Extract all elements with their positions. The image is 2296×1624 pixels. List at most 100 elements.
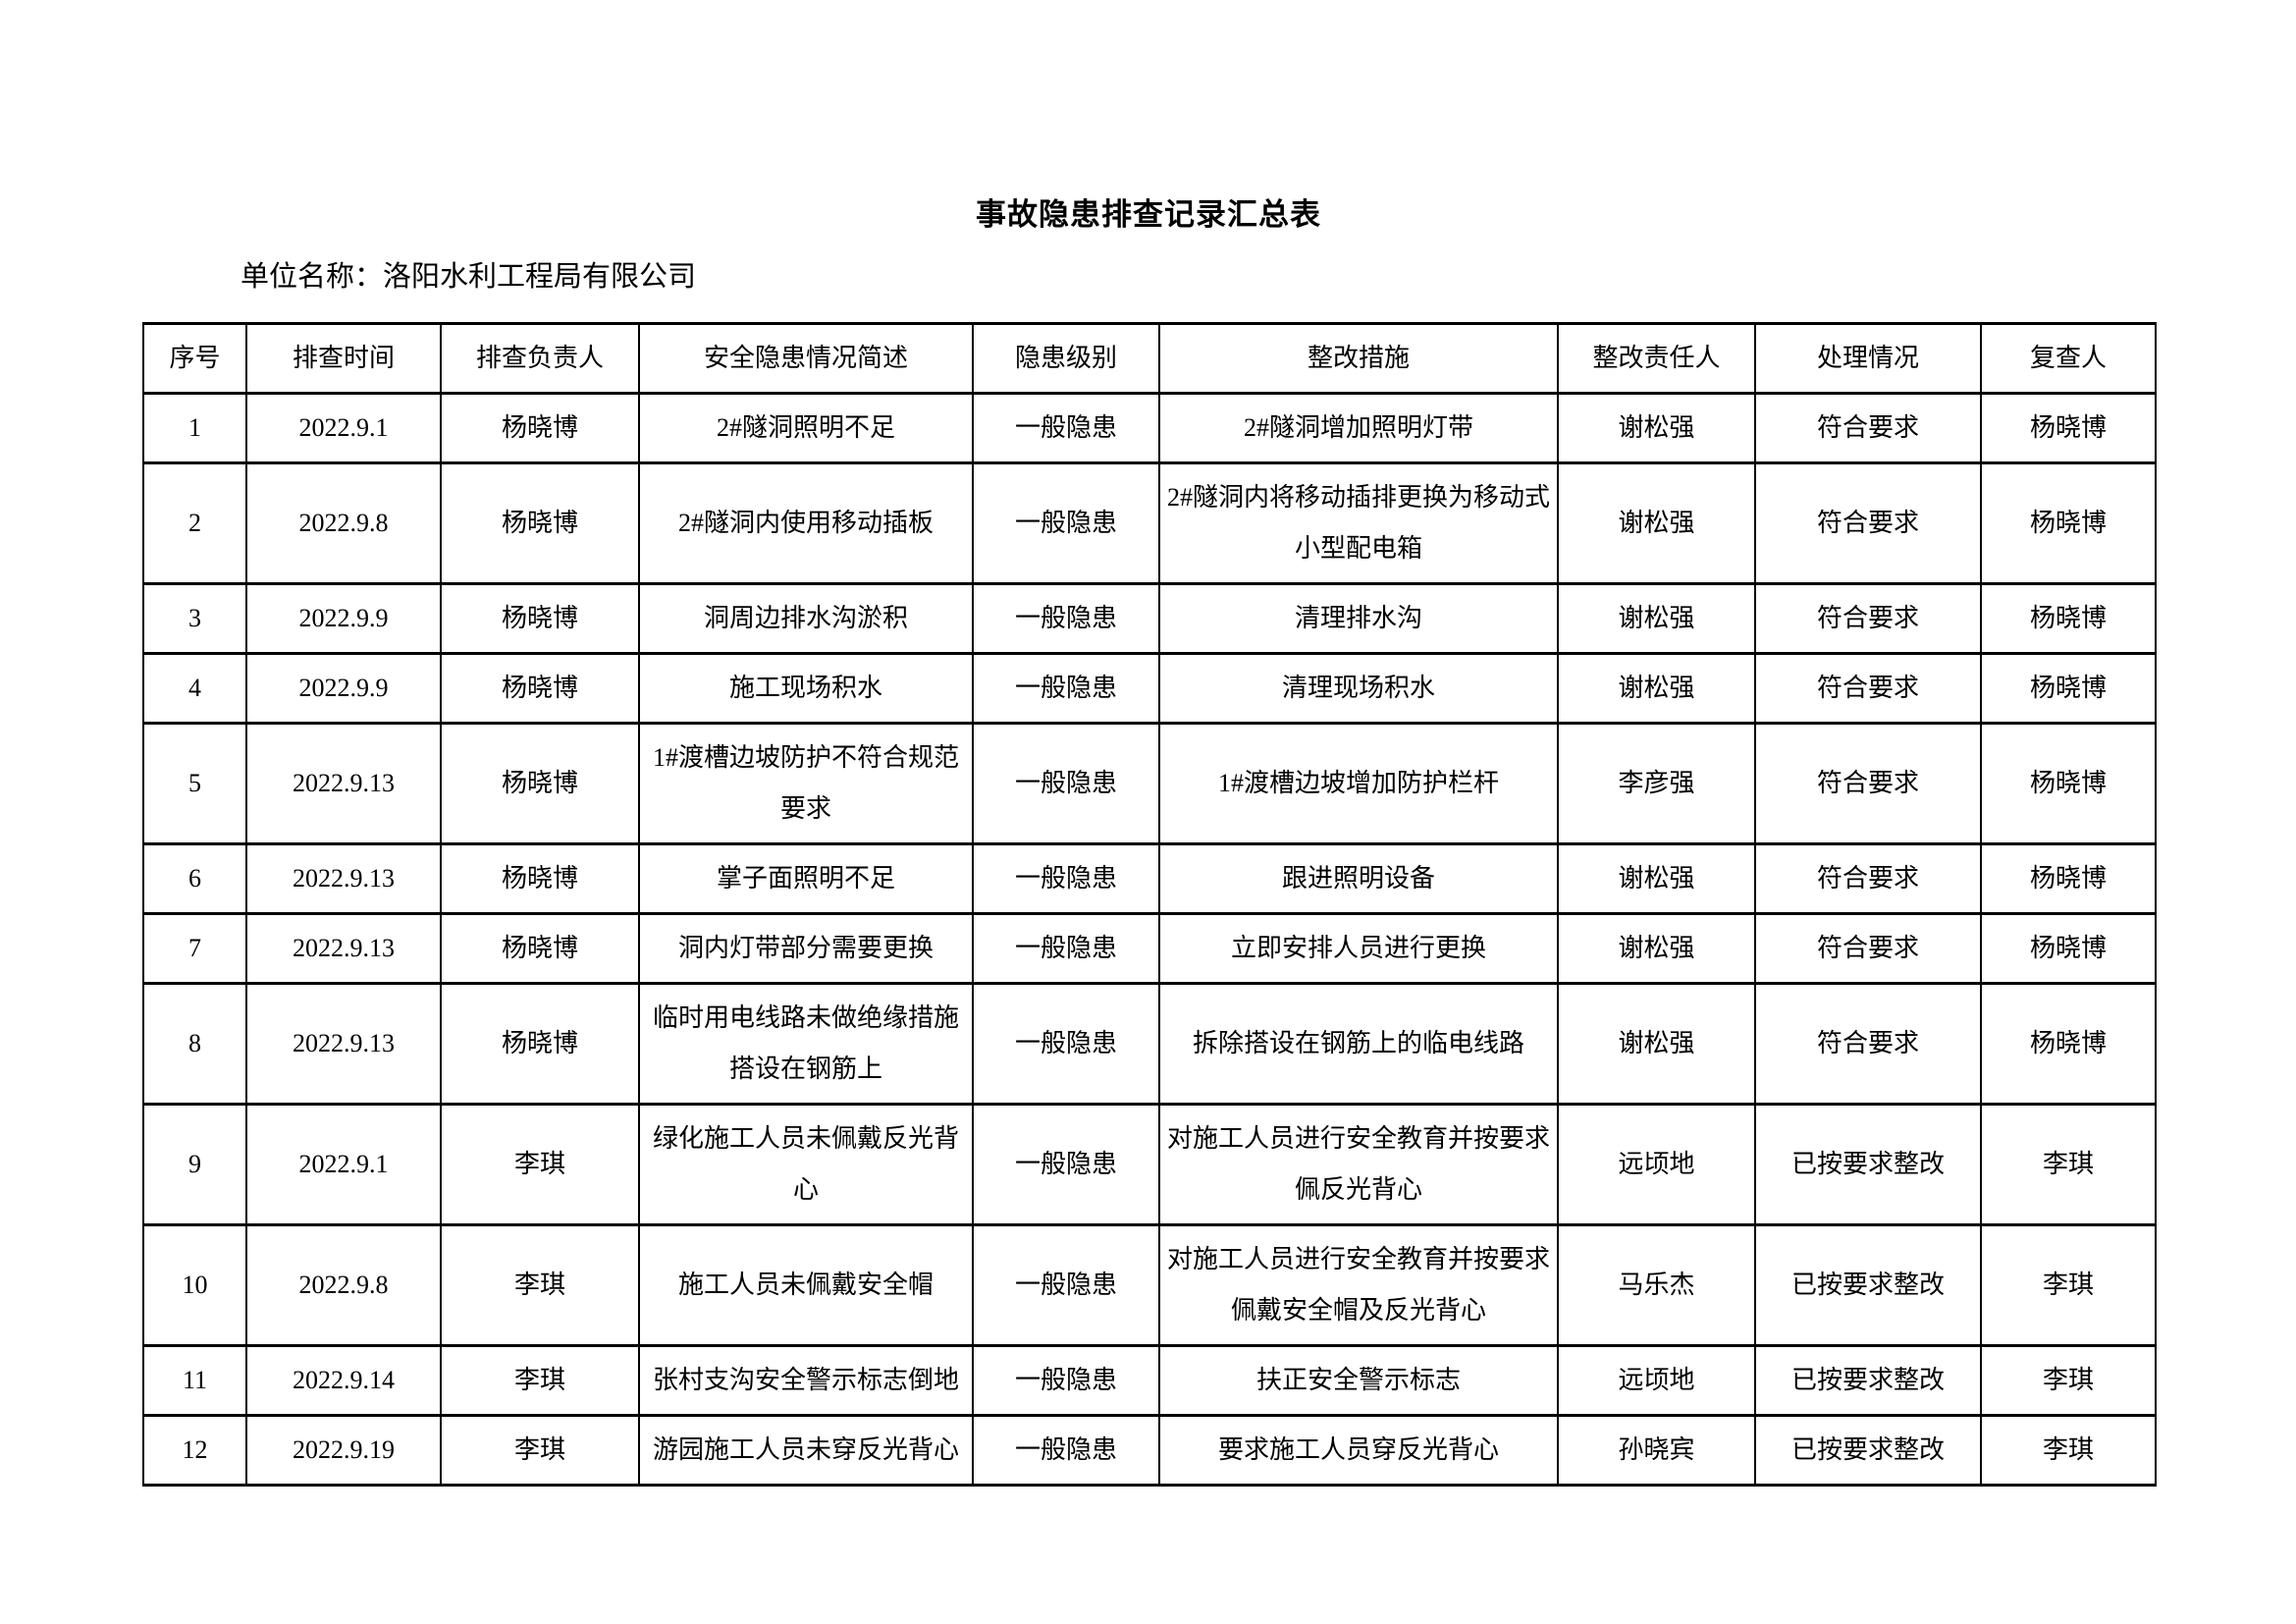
column-header: 处理情况 (1754, 322, 1982, 395)
table-cell: 谢松强 (1557, 842, 1756, 915)
table-cell: 李琪 (1980, 1103, 2157, 1226)
table-cell: 李琪 (1980, 1223, 2157, 1347)
table-cell: 符合要求 (1754, 982, 1982, 1106)
table-head: 序号 排查时间 排查负责人 安全隐患情况简述 隐患级别 整改措施 整改责任人 处理情况 复查人 (142, 322, 2157, 395)
table-cell: 杨晓博 (1980, 842, 2157, 915)
table-cell: 2022.9.8 (245, 461, 442, 585)
table-cell: 远顷地 (1557, 1344, 1756, 1417)
table-cell: 洞内灯带部分需要更换 (638, 912, 974, 985)
org-name-line: 单位名称：洛阳水利工程局有限公司 (240, 261, 697, 293)
table-row: 6 2022.9.13 杨晓博 掌子面照明不足 一般隐患 跟进照明设备 谢松强 符合要求 杨晓博 (142, 842, 2157, 915)
table-cell: 李彦强 (1557, 722, 1756, 845)
table-cell: 2022.9.1 (245, 392, 442, 464)
table-cell: 2022.9.13 (245, 912, 442, 985)
table-cell: 1 (142, 392, 247, 464)
column-header: 安全隐患情况简述 (638, 322, 974, 395)
table-cell: 符合要求 (1754, 912, 1982, 985)
table-cell: 2022.9.1 (245, 1103, 442, 1226)
table-cell: 2#隧洞内将移动插排更换为移动式小型配电箱 (1158, 461, 1559, 585)
page-title: 事故隐患排查记录汇总表 (976, 197, 1321, 232)
table-row: 4 2022.9.9 杨晓博 施工现场积水 一般隐患 清理现场积水 谢松强 符合要求 杨晓博 (142, 652, 2157, 725)
table-cell: 张村支沟安全警示标志倒地 (638, 1344, 974, 1417)
column-header: 复查人 (1980, 322, 2157, 395)
table-cell: 一般隐患 (972, 582, 1160, 655)
column-header: 排查时间 (245, 322, 442, 395)
table-cell: 杨晓博 (1980, 582, 2157, 655)
table-cell: 2022.9.9 (245, 652, 442, 725)
table-row: 3 2022.9.9 杨晓博 洞周边排水沟淤积 一般隐患 清理排水沟 谢松强 符合要求 杨晓博 (142, 582, 2157, 655)
table-cell: 一般隐患 (972, 1414, 1160, 1487)
table-cell: 一般隐患 (972, 722, 1160, 845)
table-row: 5 2022.9.13 杨晓博 1#渡槽边坡防护不符合规范要求 一般隐患 1#渡槽边坡增加… (142, 722, 2157, 845)
table-row: 7 2022.9.13 杨晓博 洞内灯带部分需要更换 一般隐患 立即安排人员进行更换 谢松强… (142, 912, 2157, 985)
table-cell: 符合要求 (1754, 461, 1982, 585)
table-cell: 已按要求整改 (1754, 1414, 1982, 1487)
table-cell: 立即安排人员进行更换 (1158, 912, 1559, 985)
table-cell: 杨晓博 (1980, 982, 2157, 1106)
column-header: 序号 (142, 322, 247, 395)
table-cell: 扶正安全警示标志 (1158, 1344, 1559, 1417)
table-cell: 10 (142, 1223, 247, 1347)
table-cell: 绿化施工人员未佩戴反光背心 (638, 1103, 974, 1226)
table-cell: 杨晓博 (440, 982, 640, 1106)
table-row: 11 2022.9.14 李琪 张村支沟安全警示标志倒地 一般隐患 扶正安全警示标志 远顷地… (142, 1344, 2157, 1417)
table-cell: 洞周边排水沟淤积 (638, 582, 974, 655)
table-cell: 2#隧洞照明不足 (638, 392, 974, 464)
table-body: 1 2022.9.1 杨晓博 2#隧洞照明不足 一般隐患 2#隧洞增加照明灯带 谢松强 符合要… (142, 392, 2157, 1487)
table-cell: 2022.9.13 (245, 722, 442, 845)
table-cell: 清理现场积水 (1158, 652, 1559, 725)
table-cell: 2 (142, 461, 247, 585)
table-cell: 1#渡槽边坡增加防护栏杆 (1158, 722, 1559, 845)
table-cell: 3 (142, 582, 247, 655)
table-cell: 2022.9.13 (245, 982, 442, 1106)
table-cell: 杨晓博 (440, 842, 640, 915)
table-cell: 谢松强 (1557, 392, 1756, 464)
table-cell: 李琪 (1980, 1344, 2157, 1417)
table-row: 1 2022.9.1 杨晓博 2#隧洞照明不足 一般隐患 2#隧洞增加照明灯带 谢松强 符合要… (142, 392, 2157, 464)
table-cell: 临时用电线路未做绝缘措施搭设在钢筋上 (638, 982, 974, 1106)
table-cell: 对施工人员进行安全教育并按要求佩戴安全帽及反光背心 (1158, 1223, 1559, 1347)
table-cell: 一般隐患 (972, 1223, 1160, 1347)
table-cell: 一般隐患 (972, 652, 1160, 725)
table-cell: 一般隐患 (972, 982, 1160, 1106)
table-cell: 谢松强 (1557, 982, 1756, 1106)
table-cell: 2022.9.9 (245, 582, 442, 655)
table-cell: 马乐杰 (1557, 1223, 1756, 1347)
table-cell: 李琪 (1980, 1414, 2157, 1487)
table-cell: 一般隐患 (972, 1103, 1160, 1226)
table-cell: 杨晓博 (1980, 722, 2157, 845)
table-cell: 已按要求整改 (1754, 1223, 1982, 1347)
table-cell: 2022.9.8 (245, 1223, 442, 1347)
table-cell: 符合要求 (1754, 582, 1982, 655)
table-cell: 2022.9.13 (245, 842, 442, 915)
table-cell: 孙晓宾 (1557, 1414, 1756, 1487)
table-cell: 杨晓博 (440, 652, 640, 725)
table-cell: 11 (142, 1344, 247, 1417)
table-cell: 杨晓博 (1980, 912, 2157, 985)
table-cell: 谢松强 (1557, 461, 1756, 585)
table-cell: 要求施工人员穿反光背心 (1158, 1414, 1559, 1487)
table-cell: 对施工人员进行安全教育并按要求佩反光背心 (1158, 1103, 1559, 1226)
table-cell: 2022.9.19 (245, 1414, 442, 1487)
table-cell: 李琪 (440, 1414, 640, 1487)
table-cell: 李琪 (440, 1103, 640, 1226)
table-cell: 杨晓博 (1980, 461, 2157, 585)
table-cell: 杨晓博 (440, 722, 640, 845)
table-row: 10 2022.9.8 李琪 施工人员未佩戴安全帽 一般隐患 对施工人员进行安全教育并按要… (142, 1223, 2157, 1347)
table-cell: 6 (142, 842, 247, 915)
table-cell: 李琪 (440, 1223, 640, 1347)
table-cell: 杨晓博 (440, 392, 640, 464)
table-cell: 8 (142, 982, 247, 1106)
table-cell: 4 (142, 652, 247, 725)
table-row: 9 2022.9.1 李琪 绿化施工人员未佩戴反光背心 一般隐患 对施工人员进行安全教育并… (142, 1103, 2157, 1226)
table-cell: 符合要求 (1754, 842, 1982, 915)
table-cell: 杨晓博 (440, 461, 640, 585)
table-cell: 符合要求 (1754, 392, 1982, 464)
table-cell: 谢松强 (1557, 912, 1756, 985)
table-cell: 12 (142, 1414, 247, 1487)
table-cell: 一般隐患 (972, 912, 1160, 985)
table-cell: 杨晓博 (1980, 392, 2157, 464)
table-cell: 杨晓博 (440, 582, 640, 655)
table-row: 2 2022.9.8 杨晓博 2#隧洞内使用移动插板 一般隐患 2#隧洞内将移动插排更换为… (142, 461, 2157, 585)
